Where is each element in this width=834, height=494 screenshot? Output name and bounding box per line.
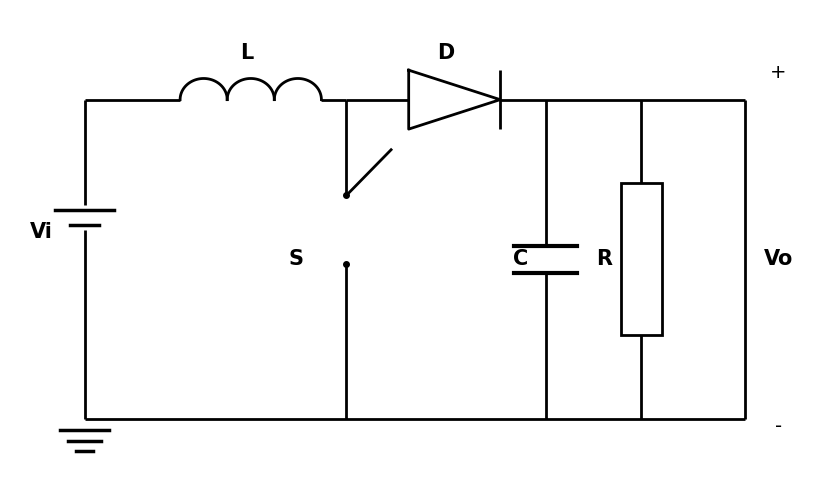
Text: C: C: [513, 249, 529, 269]
Text: Vi: Vi: [30, 222, 53, 242]
Text: D: D: [438, 43, 455, 63]
Bar: [620, 183, 662, 335]
Text: S: S: [289, 249, 304, 269]
Text: +: +: [771, 63, 786, 82]
Text: L: L: [240, 43, 254, 63]
Text: -: -: [775, 417, 782, 436]
Text: R: R: [596, 249, 612, 269]
Text: Vo: Vo: [764, 249, 793, 269]
